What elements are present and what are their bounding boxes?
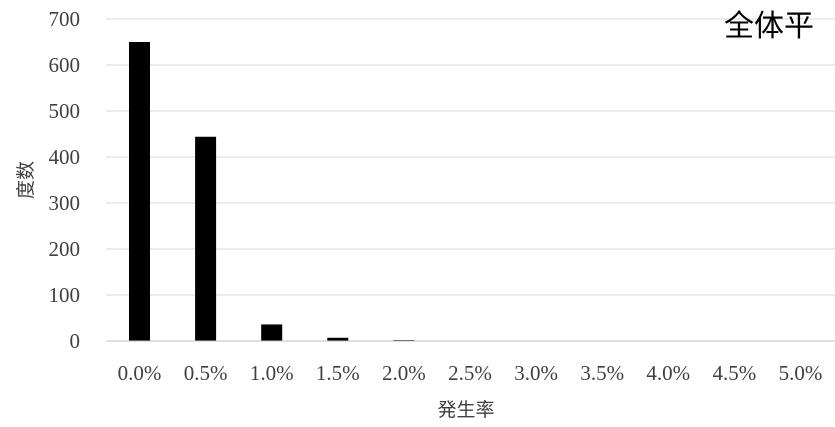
x-tick-labels: 0.0% 0.5% 1.0% 1.5% 2.0% 2.5% 3.0% 3.5% 4.0% 4.5%… [118, 361, 823, 385]
x-tick-label: 2.5% [448, 361, 492, 385]
y-tick-label: 100 [49, 283, 81, 307]
x-tick-label: 3.5% [580, 361, 624, 385]
x-tick-label: 2.0% [382, 361, 426, 385]
x-tick-label: 1.0% [250, 361, 294, 385]
chart-title: 全体平 [724, 9, 814, 44]
x-tick-label: 3.0% [514, 361, 558, 385]
x-tick-label: 4.0% [646, 361, 690, 385]
bar [195, 136, 217, 341]
x-tick-label: 5.0% [779, 361, 823, 385]
bar [327, 337, 349, 341]
x-tick-label: 1.5% [316, 361, 360, 385]
y-tick-label: 200 [49, 237, 81, 261]
y-tick-label: 400 [49, 145, 81, 169]
bars [129, 42, 415, 341]
x-tick-label: 4.5% [713, 361, 757, 385]
y-tick-label: 700 [49, 7, 81, 31]
y-tick-label: 300 [49, 191, 81, 215]
y-tick-label: 600 [49, 53, 81, 77]
bar [129, 42, 150, 341]
bar [261, 324, 283, 341]
y-axis-title: 度数 [15, 161, 37, 199]
y-tick-label: 0 [70, 329, 81, 353]
y-tick-label: 500 [49, 99, 81, 123]
gridlines [106, 18, 835, 296]
y-tick-labels: 0 100 200 300 400 500 600 700 [49, 7, 81, 353]
x-axis-title: 発生率 [437, 399, 494, 421]
x-tick-label: 0.0% [118, 361, 162, 385]
x-tick-label: 0.5% [184, 361, 228, 385]
